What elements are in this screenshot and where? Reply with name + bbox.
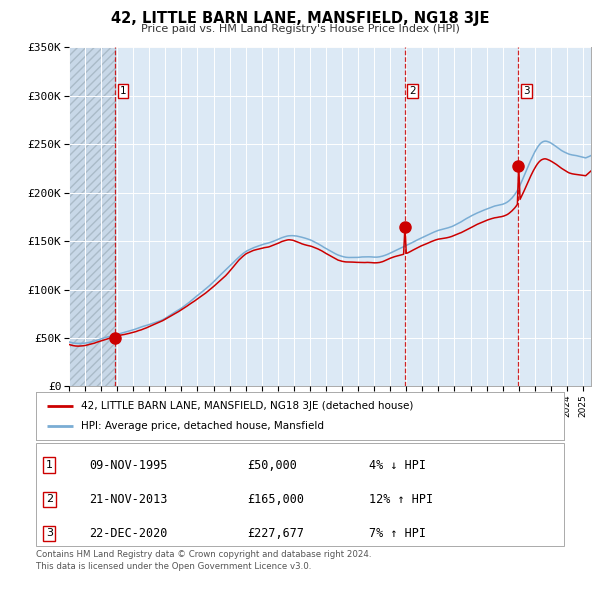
- Text: £50,000: £50,000: [247, 458, 297, 472]
- Text: £227,677: £227,677: [247, 527, 304, 540]
- Text: 3: 3: [46, 529, 53, 538]
- Text: 22-DEC-2020: 22-DEC-2020: [89, 527, 167, 540]
- Text: £165,000: £165,000: [247, 493, 304, 506]
- Text: 09-NOV-1995: 09-NOV-1995: [89, 458, 167, 472]
- Text: Contains HM Land Registry data © Crown copyright and database right 2024.: Contains HM Land Registry data © Crown c…: [36, 550, 371, 559]
- Text: 1: 1: [120, 86, 127, 96]
- Text: This data is licensed under the Open Government Licence v3.0.: This data is licensed under the Open Gov…: [36, 562, 311, 571]
- Text: 21-NOV-2013: 21-NOV-2013: [89, 493, 167, 506]
- Bar: [69, 47, 115, 386]
- Text: 42, LITTLE BARN LANE, MANSFIELD, NG18 3JE (detached house): 42, LITTLE BARN LANE, MANSFIELD, NG18 3J…: [81, 401, 413, 411]
- FancyBboxPatch shape: [36, 442, 564, 546]
- Text: 3: 3: [523, 86, 530, 96]
- Text: 1: 1: [46, 460, 53, 470]
- Text: 42, LITTLE BARN LANE, MANSFIELD, NG18 3JE: 42, LITTLE BARN LANE, MANSFIELD, NG18 3J…: [111, 11, 489, 25]
- Text: HPI: Average price, detached house, Mansfield: HPI: Average price, detached house, Mans…: [81, 421, 324, 431]
- Text: 7% ↑ HPI: 7% ↑ HPI: [368, 527, 425, 540]
- Text: Price paid vs. HM Land Registry's House Price Index (HPI): Price paid vs. HM Land Registry's House …: [140, 24, 460, 34]
- Text: 2: 2: [46, 494, 53, 504]
- Text: 12% ↑ HPI: 12% ↑ HPI: [368, 493, 433, 506]
- Text: 4% ↓ HPI: 4% ↓ HPI: [368, 458, 425, 472]
- Text: 2: 2: [409, 86, 416, 96]
